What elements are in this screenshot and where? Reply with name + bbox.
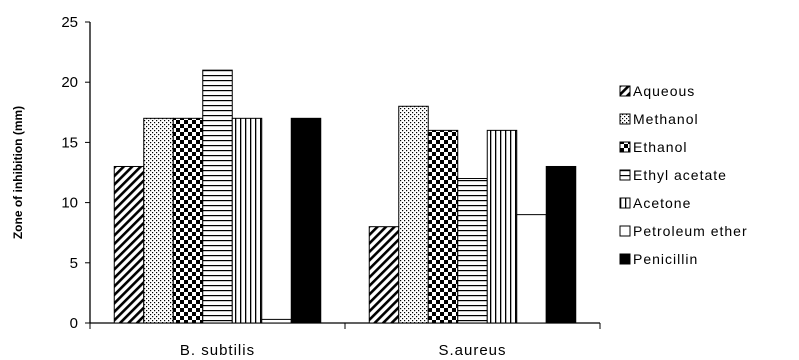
y-tick-label: 5 <box>70 255 78 272</box>
y-axis-label: Zone of inhibition (mm) <box>11 106 25 239</box>
y-tick-label: 10 <box>61 195 78 212</box>
y-tick-label: 0 <box>70 315 78 332</box>
legend-swatch <box>619 253 631 265</box>
legend-label: Aqueous <box>633 83 695 99</box>
legend-item: Ethyl acetate <box>619 167 727 183</box>
bar-ethyl-acetate-0 <box>202 69 233 324</box>
legend-swatch <box>619 113 631 125</box>
legend-item: Aqueous <box>619 83 695 99</box>
bar-aqueous-1 <box>368 226 400 324</box>
bar-ethanol-0 <box>172 117 204 324</box>
legend-label: Acetone <box>633 195 691 211</box>
legend-item: Petroleum ether <box>619 223 748 239</box>
legend-item: Methanol <box>619 111 699 127</box>
y-tick-label: 20 <box>61 74 78 91</box>
y-tick-label: 15 <box>61 134 78 151</box>
legend-swatch <box>619 225 631 237</box>
legend-swatch <box>619 169 631 181</box>
legend-swatch <box>619 85 631 97</box>
y-tick-label: 25 <box>61 14 78 31</box>
legend-item: Ethanol <box>619 139 687 155</box>
bars <box>113 69 577 324</box>
legend-label: Ethyl acetate <box>633 167 727 183</box>
bar-ethyl-acetate-1 <box>457 178 488 324</box>
bar-aqueous-0 <box>113 165 145 324</box>
legend-label: Ethanol <box>633 139 687 155</box>
legend: Aqueous Methanol Ethanol Ethyl acetate Aceto… <box>619 83 748 267</box>
bar-methanol-1 <box>398 105 429 324</box>
x-category-label: B. subtilis <box>180 342 255 359</box>
bar-ethanol-1 <box>427 129 459 324</box>
legend-item: Penicillin <box>619 251 698 267</box>
bar-acetone-1 <box>486 129 518 324</box>
legend-item: Acetone <box>619 195 691 211</box>
y-axis-title: Zone of inhibition (mm) <box>11 106 25 239</box>
bar-petroleum-ether-0 <box>261 318 292 324</box>
legend-label: Penicillin <box>633 251 698 267</box>
bar-penicillin-0 <box>290 117 322 324</box>
legend-swatch <box>619 197 631 209</box>
bar-penicillin-1 <box>545 165 577 324</box>
legend-swatch <box>619 141 631 153</box>
legend-label: Petroleum ether <box>633 223 748 239</box>
bar-acetone-0 <box>231 117 263 324</box>
x-category-label: S.aureus <box>438 342 506 359</box>
bar-methanol-0 <box>143 117 174 324</box>
bar-petroleum-ether-1 <box>516 214 547 324</box>
legend-label: Methanol <box>633 111 699 127</box>
